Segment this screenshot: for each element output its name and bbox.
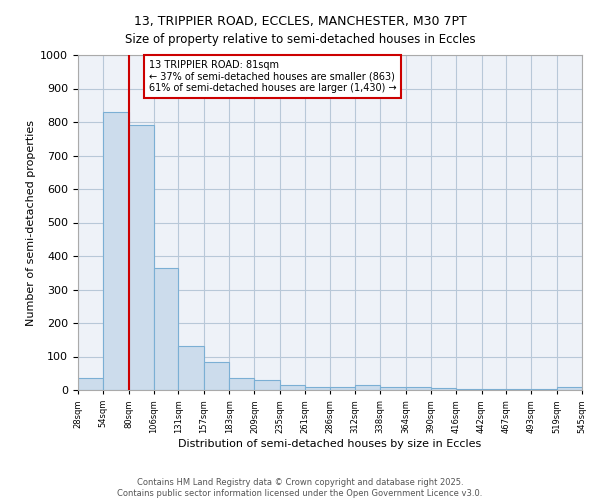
Bar — [305, 386, 329, 390]
Bar — [78, 378, 103, 390]
X-axis label: Distribution of semi-detached houses by size in Eccles: Distribution of semi-detached houses by … — [178, 438, 482, 448]
Bar — [178, 346, 204, 390]
Bar — [254, 380, 280, 390]
Bar — [431, 388, 456, 390]
Bar — [557, 388, 582, 390]
Bar — [128, 126, 154, 390]
Bar — [406, 388, 431, 390]
Bar — [280, 385, 305, 390]
Bar — [204, 362, 229, 390]
Text: Contains HM Land Registry data © Crown copyright and database right 2025.
Contai: Contains HM Land Registry data © Crown c… — [118, 478, 482, 498]
Bar — [329, 386, 355, 390]
Bar — [456, 389, 482, 390]
Bar — [154, 268, 178, 390]
Bar — [380, 386, 406, 390]
Text: 13, TRIPPIER ROAD, ECCLES, MANCHESTER, M30 7PT: 13, TRIPPIER ROAD, ECCLES, MANCHESTER, M… — [134, 15, 466, 28]
Y-axis label: Number of semi-detached properties: Number of semi-detached properties — [26, 120, 36, 326]
Bar — [229, 378, 254, 390]
Bar — [103, 112, 128, 390]
Text: 13 TRIPPIER ROAD: 81sqm
← 37% of semi-detached houses are smaller (863)
61% of s: 13 TRIPPIER ROAD: 81sqm ← 37% of semi-de… — [149, 60, 396, 93]
Text: Size of property relative to semi-detached houses in Eccles: Size of property relative to semi-detach… — [125, 32, 475, 46]
Bar — [355, 385, 380, 390]
